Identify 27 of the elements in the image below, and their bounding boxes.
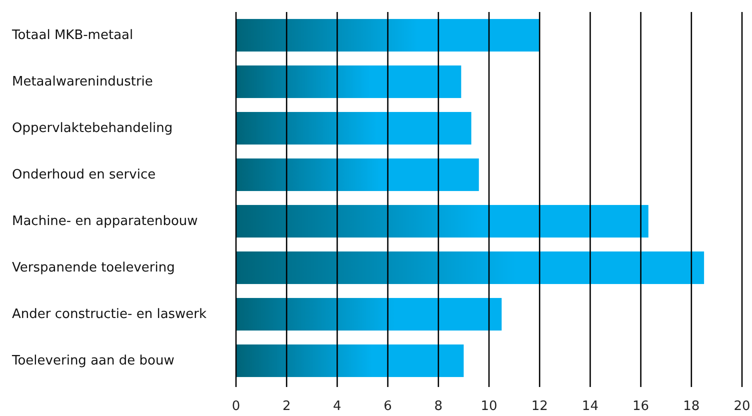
x-tick-label: 16 bbox=[632, 399, 650, 414]
y-tick-label: Verspanende toelevering bbox=[12, 260, 175, 276]
x-tick-label: 18 bbox=[683, 399, 700, 414]
x-tick-label: 20 bbox=[734, 399, 750, 414]
bar bbox=[236, 204, 648, 238]
bar bbox=[236, 65, 462, 98]
y-tick-label: Onderhoud en service bbox=[12, 167, 156, 182]
y-tick-label: Ander constructie- en laswerk bbox=[12, 306, 208, 322]
y-tick-label: Toelevering aan de bouw bbox=[11, 353, 175, 368]
x-tick-label: 8 bbox=[434, 399, 443, 414]
y-tick-label: Totaal MKB-metaal bbox=[11, 28, 134, 43]
bar bbox=[236, 251, 704, 284]
x-tick-label: 2 bbox=[282, 399, 291, 414]
x-tick-label: 6 bbox=[384, 399, 392, 414]
bar bbox=[236, 112, 472, 145]
bar bbox=[236, 344, 464, 378]
x-tick-label: 10 bbox=[480, 399, 498, 414]
y-tick-label: Machine- en apparatenbouw bbox=[12, 214, 198, 229]
y-tick-label: Oppervlaktebehandeling bbox=[12, 120, 173, 136]
bar bbox=[236, 18, 540, 52]
bar bbox=[236, 298, 502, 331]
bar bbox=[236, 158, 479, 192]
x-tick-label: 4 bbox=[333, 399, 342, 414]
x-tick-label: 0 bbox=[232, 399, 240, 414]
x-tick-label: 14 bbox=[582, 399, 598, 414]
x-tick-label: 12 bbox=[531, 399, 548, 414]
y-tick-label: Metaalwarenindustrie bbox=[12, 74, 153, 90]
